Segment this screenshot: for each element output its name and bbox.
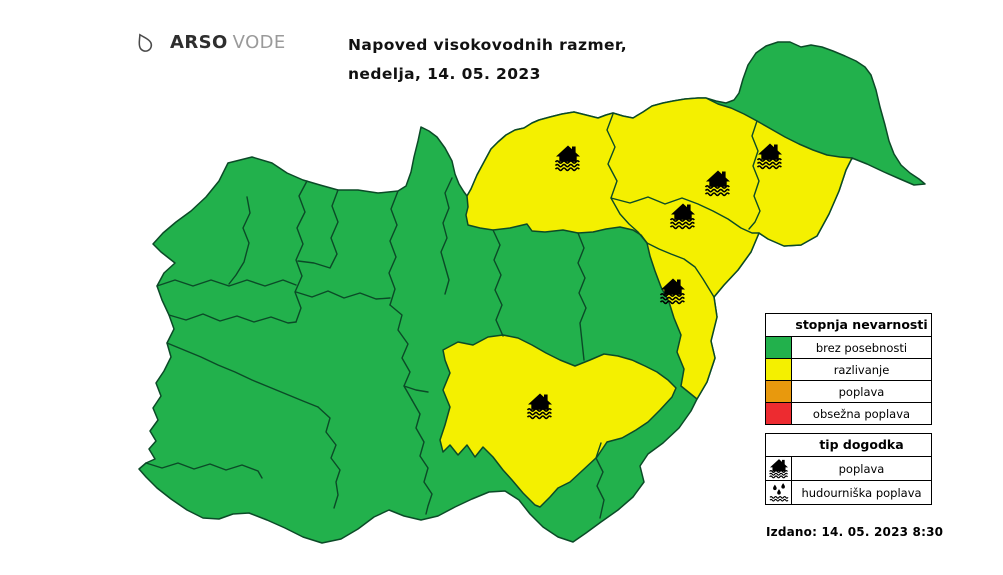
legend-danger-title: stopnja nevarnosti <box>795 317 928 332</box>
flood-house-icon <box>766 457 792 480</box>
legend-danger-row: obsežna poplava <box>766 402 931 424</box>
legend-event-title: tip dogodka <box>819 437 904 452</box>
legend-event-row: poplava <box>766 456 931 480</box>
legend-event-row: hudourniška poplava <box>766 480 931 504</box>
legend-danger-levels: stopnja nevarnosti brez posebnosti razliv… <box>765 313 932 425</box>
legend-danger-row: razlivanje <box>766 358 931 380</box>
legend-color-swatch-brez_posebnosti <box>766 337 792 358</box>
page-title: Napoved visokovodnih razmer, nedelja, 14… <box>348 31 627 89</box>
legend-color-swatch-poplava <box>766 381 792 402</box>
issued-timestamp: Izdano: 14. 05. 2023 8:30 <box>766 525 944 539</box>
map-border-lines <box>145 113 761 519</box>
legend-danger-row: poplava <box>766 380 931 402</box>
legend-color-swatch-obsezna_poplava <box>766 403 792 424</box>
legend-event-label: poplava <box>838 461 885 476</box>
legend-color-swatch-razlivanje <box>766 359 792 380</box>
legend-danger-label: obsežna poplava <box>812 406 911 421</box>
page-title-line2: nedelja, 14. 05. 2023 <box>348 65 541 83</box>
brand-vode: VODE <box>232 32 286 53</box>
legend-danger-label: poplava <box>838 384 885 399</box>
water-drop-icon <box>138 33 153 52</box>
legend-danger-label: razlivanje <box>833 362 890 377</box>
legend-event-label: hudourniška poplava <box>801 485 922 500</box>
legend-event-types: tip dogodka poplava hudourniška poplava <box>765 433 932 505</box>
legend-danger-row: brez posebnosti <box>766 336 931 358</box>
map-region-south-central <box>439 334 677 508</box>
brand: ARSO VODE <box>132 30 286 55</box>
torrential-rain-icon <box>766 481 792 504</box>
brand-words: ARSO VODE <box>170 32 286 53</box>
legend-danger-label: brez posebnosti <box>815 340 908 355</box>
page-title-line1: Napoved visokovodnih razmer, <box>348 36 627 54</box>
brand-arso: ARSO <box>170 32 228 53</box>
